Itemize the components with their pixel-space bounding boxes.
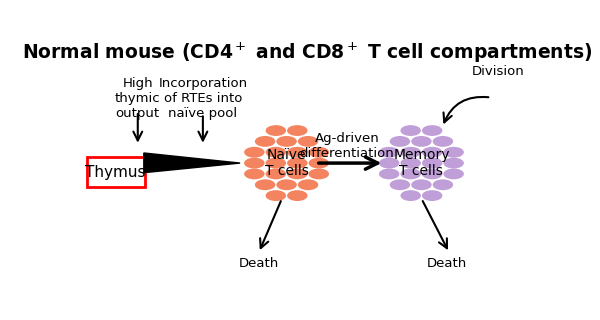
Circle shape xyxy=(433,136,453,147)
Circle shape xyxy=(298,179,318,190)
Circle shape xyxy=(255,179,275,190)
Circle shape xyxy=(422,147,442,158)
Circle shape xyxy=(308,147,329,158)
Circle shape xyxy=(298,136,318,147)
Circle shape xyxy=(379,158,400,169)
Circle shape xyxy=(308,169,329,179)
Text: Division: Division xyxy=(472,65,524,78)
Circle shape xyxy=(422,169,442,179)
Circle shape xyxy=(400,169,421,179)
Text: High
thymic
output: High thymic output xyxy=(115,76,161,120)
Circle shape xyxy=(266,125,286,136)
Circle shape xyxy=(244,158,265,169)
Circle shape xyxy=(400,158,421,169)
Text: Incorporation
of RTEs into
naïve pool: Incorporation of RTEs into naïve pool xyxy=(158,76,247,120)
FancyBboxPatch shape xyxy=(86,157,145,188)
Text: Thymus: Thymus xyxy=(85,164,146,180)
Circle shape xyxy=(266,190,286,201)
Circle shape xyxy=(244,169,265,179)
Circle shape xyxy=(379,169,400,179)
Circle shape xyxy=(433,179,453,190)
Text: Memory
T cells: Memory T cells xyxy=(393,148,449,178)
Circle shape xyxy=(287,125,308,136)
Circle shape xyxy=(266,147,286,158)
Circle shape xyxy=(287,147,308,158)
Circle shape xyxy=(266,158,286,169)
Circle shape xyxy=(400,190,421,201)
Circle shape xyxy=(400,147,421,158)
Text: Normal mouse (CD4$^+$ and CD8$^+$ T cell compartments): Normal mouse (CD4$^+$ and CD8$^+$ T cell… xyxy=(22,41,593,65)
Circle shape xyxy=(308,158,329,169)
Circle shape xyxy=(390,179,410,190)
Circle shape xyxy=(244,147,265,158)
Text: Naïve
T cells: Naïve T cells xyxy=(265,148,308,178)
Circle shape xyxy=(443,158,464,169)
Text: Death: Death xyxy=(239,257,279,270)
Text: Ag-driven
differentiation: Ag-driven differentiation xyxy=(299,132,394,160)
Circle shape xyxy=(390,136,410,147)
Circle shape xyxy=(287,158,308,169)
Polygon shape xyxy=(144,153,240,173)
Circle shape xyxy=(411,136,431,147)
Circle shape xyxy=(287,169,308,179)
Circle shape xyxy=(422,158,442,169)
Circle shape xyxy=(379,147,400,158)
Circle shape xyxy=(255,136,275,147)
Circle shape xyxy=(422,125,442,136)
Circle shape xyxy=(443,147,464,158)
Circle shape xyxy=(266,169,286,179)
Circle shape xyxy=(411,179,431,190)
Circle shape xyxy=(443,169,464,179)
Circle shape xyxy=(422,190,442,201)
Circle shape xyxy=(277,136,297,147)
Circle shape xyxy=(277,179,297,190)
Circle shape xyxy=(287,190,308,201)
Text: Death: Death xyxy=(427,257,467,270)
Circle shape xyxy=(400,125,421,136)
